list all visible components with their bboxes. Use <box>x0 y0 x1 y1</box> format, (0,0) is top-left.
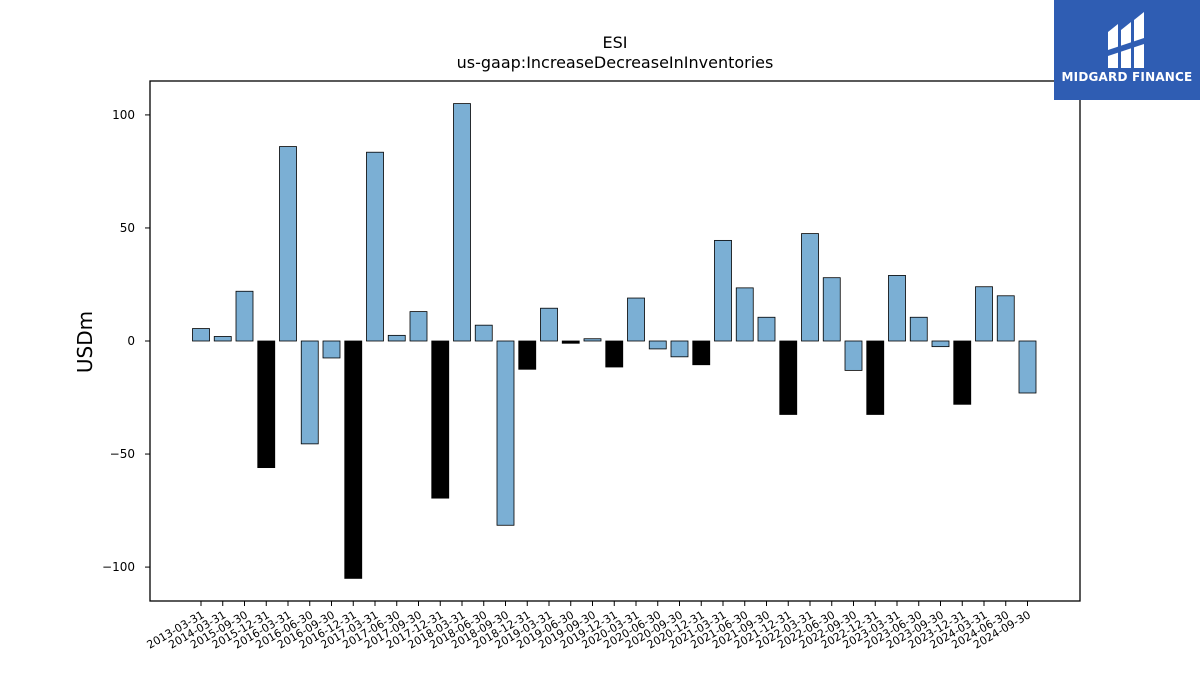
bar-2024-06-30 <box>996 295 1015 342</box>
bar-2024-03-31 <box>975 286 993 342</box>
bar-2024-09-30 <box>1018 340 1037 394</box>
bar-2019-09-30 <box>583 338 602 342</box>
y-tick-label: −50 <box>110 447 135 461</box>
y-tick-label: −100 <box>102 560 135 574</box>
bar-2022-06-30 <box>822 277 841 342</box>
bar-2015-12-31 <box>257 340 276 469</box>
plot-frame <box>149 80 1081 602</box>
bar-2018-03-31 <box>453 103 471 342</box>
bar-2017-03-31 <box>366 151 384 342</box>
y-tick-label: 0 <box>127 334 135 348</box>
bar-2017-06-30 <box>387 334 406 342</box>
bar-2023-03-31 <box>888 275 906 342</box>
y-tick-label: 100 <box>112 108 135 122</box>
bar-2020-09-30 <box>670 340 689 358</box>
bar-2019-03-31 <box>540 307 558 342</box>
chart-title: ESI <box>603 33 628 52</box>
bar-2017-12-31 <box>431 340 450 499</box>
bar-2015-09-30 <box>235 290 254 342</box>
bar-2022-12-31 <box>866 340 885 415</box>
bar-2018-12-31 <box>518 340 537 370</box>
bar-2021-12-31 <box>779 340 798 415</box>
bar-2020-03-31 <box>627 297 645 342</box>
bar-2019-06-30 <box>561 340 580 344</box>
bar-2023-09-30 <box>931 340 950 348</box>
chart-subtitle: us-gaap:IncreaseDecreaseInInventories <box>457 53 774 72</box>
bar-2023-06-30 <box>909 316 928 342</box>
y-axis-label: USDm <box>73 311 97 373</box>
bar-2017-09-30 <box>409 311 428 342</box>
bar-2022-03-31 <box>801 233 819 342</box>
bars-group <box>192 103 1037 579</box>
bar-2021-06-30 <box>735 287 754 342</box>
bar-2020-06-30 <box>648 340 667 350</box>
bar-2018-09-30 <box>496 340 515 526</box>
bar-2014-03-31 <box>213 336 232 342</box>
bar-2021-03-31 <box>714 239 732 342</box>
logo-mark-icon <box>1108 12 1144 68</box>
y-tick-label: 50 <box>120 221 135 235</box>
bar-2016-06-30 <box>300 340 319 445</box>
bar-2018-06-30 <box>474 324 493 342</box>
bar-2022-09-30 <box>844 340 863 371</box>
bar-2016-03-31 <box>279 146 297 342</box>
bar-2021-09-30 <box>757 316 776 342</box>
midgard-finance-logo: MIDGARD FINANCE <box>1054 0 1200 100</box>
bar-2019-12-31 <box>605 340 624 368</box>
bar-2023-12-31 <box>953 340 972 405</box>
bar-2016-12-31 <box>344 340 363 579</box>
bar-2016-09-30 <box>322 340 341 359</box>
bar-2020-12-31 <box>692 340 711 366</box>
ticks-group: 2013-03-312014-03-312015-09-302015-12-31… <box>102 108 1033 652</box>
bar-2013-03-31 <box>192 328 210 342</box>
logo-text: MIDGARD FINANCE <box>1061 70 1193 84</box>
